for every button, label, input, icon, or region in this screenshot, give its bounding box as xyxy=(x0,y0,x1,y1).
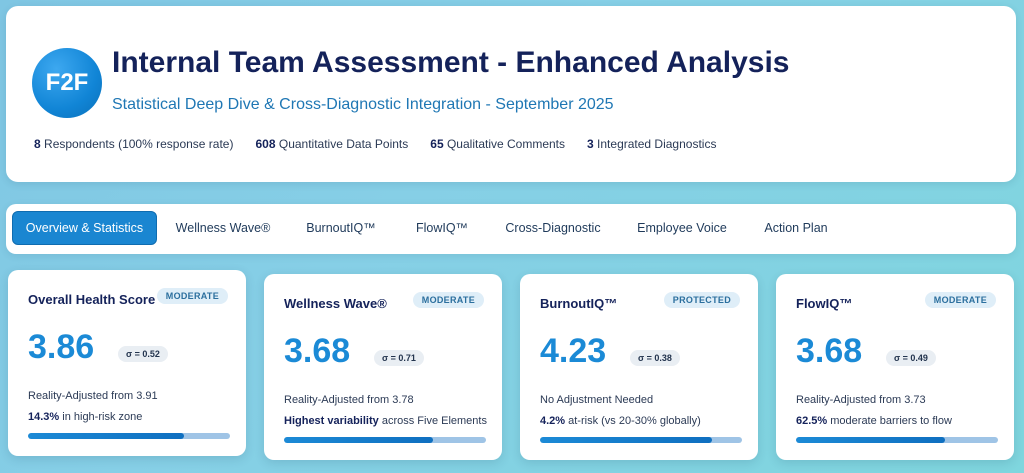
sigma-badge: σ = 0.52 xyxy=(118,346,168,362)
status-badge: PROTECTED xyxy=(663,292,740,308)
metric-card-wellness-wave: Wellness Wave® MODERATE 3.68 σ = 0.71 Re… xyxy=(264,274,502,460)
stat-diagnostics: 3 Integrated Diagnostics xyxy=(587,137,717,151)
progress-bar xyxy=(540,437,742,443)
tab-wellness-wave[interactable]: Wellness Wave® xyxy=(175,221,271,235)
progress-fill xyxy=(796,437,946,443)
score-value: 4.23 xyxy=(540,332,607,370)
score-value: 3.68 xyxy=(284,332,351,370)
progress-bar xyxy=(284,437,486,443)
status-badge: MODERATE xyxy=(412,292,484,308)
adjustment-text: Reality-Adjusted from 3.78 xyxy=(284,394,414,406)
card-title: Wellness Wave® xyxy=(284,296,387,311)
stat-data-points: 608 Quantitative Data Points xyxy=(255,137,409,151)
progress-bar xyxy=(28,433,230,439)
card-title: BurnoutIQ™ xyxy=(540,296,618,311)
tab-overview-statistics[interactable]: Overview & Statistics xyxy=(12,211,157,245)
risk-note: 4.2% at-risk (vs 20-30% globally) xyxy=(540,415,701,427)
metric-card-burnoutiq: BurnoutIQ™ PROTECTED 4.23 σ = 0.38 No Ad… xyxy=(520,274,758,460)
stat-comments: 65 Qualitative Comments xyxy=(430,137,566,151)
stat-respondents: 8 Respondents (100% response rate) xyxy=(34,137,234,151)
score-value: 3.86 xyxy=(28,328,95,366)
tab-flowiq[interactable]: FlowIQ™ xyxy=(415,221,469,235)
metric-card-flowiq: FlowIQ™ MODERATE 3.68 σ = 0.49 Reality-A… xyxy=(776,274,1014,460)
page-subtitle: Statistical Deep Dive & Cross-Diagnostic… xyxy=(112,96,614,113)
status-badge: MODERATE xyxy=(156,288,228,304)
risk-note: 14.3% in high-risk zone xyxy=(28,411,143,423)
progress-fill xyxy=(28,433,184,439)
tab-employee-voice[interactable]: Employee Voice xyxy=(637,221,727,235)
progress-bar xyxy=(796,437,998,443)
tab-bar: Overview & Statistics Wellness Wave® Bur… xyxy=(6,204,1016,254)
adjustment-text: Reality-Adjusted from 3.73 xyxy=(796,394,926,406)
sigma-badge: σ = 0.49 xyxy=(886,350,936,366)
f2f-logo: F2F xyxy=(32,48,102,118)
tab-cross-diagnostic[interactable]: Cross-Diagnostic xyxy=(505,221,601,235)
adjustment-text: Reality-Adjusted from 3.91 xyxy=(28,390,158,402)
risk-note: Highest variability across Five Elements xyxy=(284,415,487,427)
status-badge: MODERATE xyxy=(924,292,996,308)
progress-fill xyxy=(540,437,712,443)
tab-action-plan[interactable]: Action Plan xyxy=(764,221,828,235)
tab-burnoutiq[interactable]: BurnoutIQ™ xyxy=(306,221,376,235)
progress-fill xyxy=(284,437,434,443)
sigma-badge: σ = 0.71 xyxy=(374,350,424,366)
score-value: 3.68 xyxy=(796,332,863,370)
card-title: Overall Health Score xyxy=(28,292,156,307)
header-card: F2F Internal Team Assessment - Enhanced … xyxy=(6,6,1016,182)
card-title: FlowIQ™ xyxy=(796,296,853,311)
sigma-badge: σ = 0.38 xyxy=(630,350,680,366)
risk-note: 62.5% moderate barriers to flow xyxy=(796,415,952,427)
summary-stats: 8 Respondents (100% response rate) 608 Q… xyxy=(34,137,716,151)
adjustment-text: No Adjustment Needed xyxy=(540,394,654,406)
metric-card-overall-health: Overall Health Score MODERATE 3.86 σ = 0… xyxy=(8,270,246,456)
page-title: Internal Team Assessment - Enhanced Anal… xyxy=(112,46,790,79)
